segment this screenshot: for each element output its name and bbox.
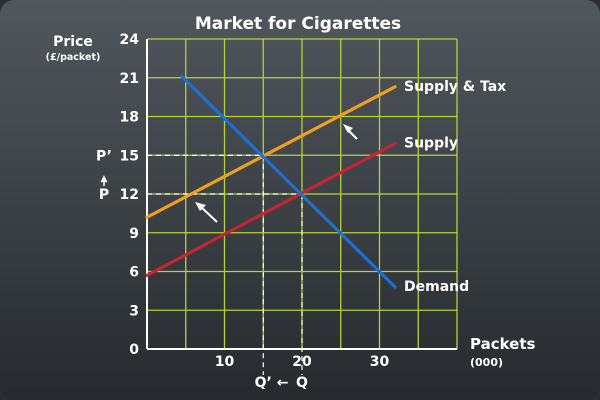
y-tick-label: 9 <box>129 226 139 242</box>
x-axis-label: Packets <box>470 335 536 353</box>
x-tick-label: 20 <box>292 354 312 370</box>
x-tick-label: 30 <box>370 354 390 370</box>
eq-price-label-0: P <box>99 187 109 203</box>
series-line-demand <box>180 74 397 289</box>
series-lines <box>145 74 397 289</box>
equilibrium-labels: PP’▲Q’←Q <box>96 148 308 391</box>
y-tick-label: 15 <box>120 148 139 164</box>
series-label-supply-tax: Supply & Tax <box>404 79 506 95</box>
series-line-supply-tax <box>145 85 397 219</box>
series-label-supply: Supply <box>404 136 458 152</box>
tick-labels: 0 3 6 9 12 15 18 21 24 10 20 30 <box>120 32 390 370</box>
y-tick-label: 12 <box>120 187 139 203</box>
y-axis-label: Price <box>53 34 93 50</box>
shift-arrow-upper <box>343 124 358 140</box>
shift-arrow-lower <box>195 202 218 223</box>
eq-quantity-label-1: Q’ <box>255 375 272 391</box>
y-tick-label: 0 <box>129 342 139 358</box>
y-axis-unit: (£/packet) <box>46 52 101 63</box>
y-tick-label: 6 <box>129 265 139 281</box>
equilibrium-guides <box>147 154 303 375</box>
eq-price-label-1: P’ <box>96 148 112 164</box>
y-tick-label: 18 <box>120 110 139 126</box>
series-line-supply <box>145 142 397 277</box>
y-tick-label: 24 <box>120 32 140 48</box>
x-axis-unit: (000) <box>470 356 503 369</box>
y-tick-label: 3 <box>129 303 139 319</box>
series-label-demand: Demand <box>404 279 469 295</box>
eq-quantity-label-0: Q <box>296 375 308 391</box>
chart-title: Market for Cigarettes <box>195 14 401 34</box>
y-tick-label: 21 <box>120 71 139 87</box>
x-tick-label: 10 <box>215 354 235 370</box>
series-labels: Supply & Tax Supply Demand <box>404 79 506 295</box>
quantity-left-arrow: ← <box>277 375 289 391</box>
